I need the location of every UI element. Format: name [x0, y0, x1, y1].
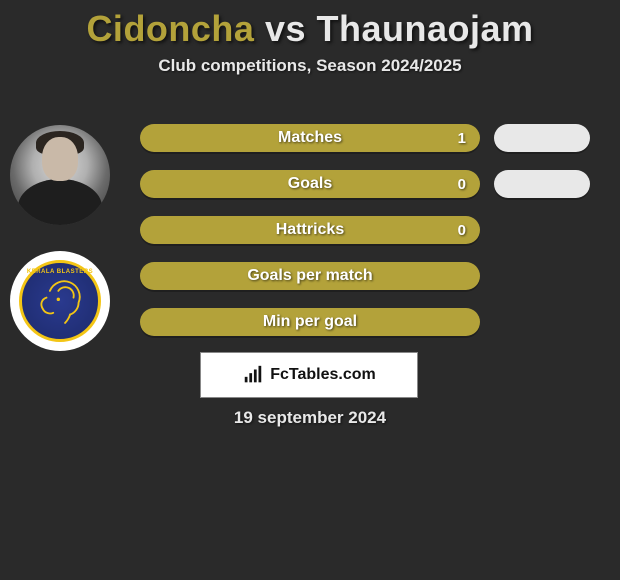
stat-bar-goals: Goals 0 [140, 170, 480, 198]
stat-bars: Matches 1 Goals 0 Hattricks 0 Goals per … [140, 124, 480, 336]
branding-box: FcTables.com [200, 352, 418, 398]
avatars-column: KERALA BLASTERS [10, 125, 110, 351]
player2-pill [494, 170, 590, 198]
stat-label: Min per goal [263, 313, 357, 331]
club-logo-text: KERALA BLASTERS [22, 269, 98, 275]
vs-connector: vs [265, 8, 306, 49]
stat-label: Goals per match [247, 267, 372, 285]
player1-name: Cidoncha [86, 8, 254, 49]
player1-avatar [10, 125, 110, 225]
branding-text: FcTables.com [270, 366, 376, 384]
stat-label: Goals [288, 175, 332, 193]
stat-bar-hattricks: Hattricks 0 [140, 216, 480, 244]
date-text: 19 september 2024 [0, 408, 620, 428]
player2-club-logo: KERALA BLASTERS [10, 251, 110, 351]
stat-value: 1 [458, 130, 466, 147]
stat-value: 0 [458, 176, 466, 193]
stat-bar-min-per-goal: Min per goal [140, 308, 480, 336]
chart-icon [242, 364, 264, 386]
stat-label: Hattricks [276, 221, 344, 239]
player2-stat-pills [494, 124, 590, 198]
stat-bar-matches: Matches 1 [140, 124, 480, 152]
stat-value: 0 [458, 222, 466, 239]
elephant-icon [33, 274, 87, 328]
player2-name: Thaunaojam [317, 8, 534, 49]
player2-pill [494, 124, 590, 152]
stat-label: Matches [278, 129, 342, 147]
subtitle: Club competitions, Season 2024/2025 [0, 56, 620, 76]
stat-bar-goals-per-match: Goals per match [140, 262, 480, 290]
comparison-title: Cidoncha vs Thaunaojam [0, 0, 620, 56]
